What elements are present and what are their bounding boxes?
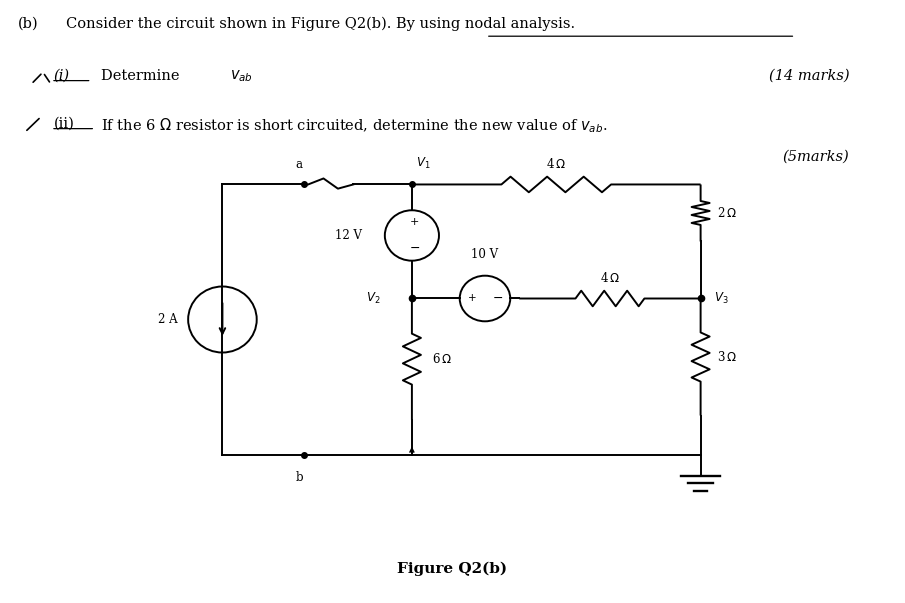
Text: $V_1$: $V_1$	[416, 156, 431, 171]
Text: 3$\,\Omega$: 3$\,\Omega$	[717, 350, 737, 364]
Text: b: b	[295, 472, 303, 484]
Text: −: −	[493, 292, 503, 305]
Text: +: +	[468, 294, 476, 303]
Text: (b): (b)	[17, 16, 38, 30]
Text: 10 V: 10 V	[472, 248, 499, 260]
Text: −: −	[409, 242, 420, 255]
Text: 6$\,\Omega$: 6$\,\Omega$	[432, 352, 452, 366]
Text: 2 A: 2 A	[157, 313, 177, 326]
Text: Determine: Determine	[100, 69, 184, 83]
Text: (i): (i)	[53, 69, 70, 83]
Text: If the 6 $\Omega$ resistor is short circuited, determine the new value of $v_{ab: If the 6 $\Omega$ resistor is short circ…	[100, 116, 607, 135]
Text: 12 V: 12 V	[335, 229, 362, 242]
Text: $V_3$: $V_3$	[714, 291, 729, 306]
Text: 4$\,\Omega$: 4$\,\Omega$	[547, 157, 567, 171]
Text: a: a	[296, 158, 302, 171]
Text: 4$\,\Omega$: 4$\,\Omega$	[600, 271, 620, 285]
Text: +: +	[410, 217, 419, 227]
Text: $V_2$: $V_2$	[366, 291, 380, 306]
Text: (14 marks): (14 marks)	[769, 69, 850, 83]
Text: (5marks): (5marks)	[783, 150, 850, 163]
Text: Figure Q2(b): Figure Q2(b)	[397, 562, 508, 576]
Text: $v_{ab}$: $v_{ab}$	[230, 69, 252, 84]
Text: (ii): (ii)	[53, 116, 74, 131]
Text: Consider the circuit shown in Figure Q2(b). By using nodal analysis.: Consider the circuit shown in Figure Q2(…	[66, 16, 576, 31]
Text: 2$\,\Omega$: 2$\,\Omega$	[717, 206, 737, 220]
